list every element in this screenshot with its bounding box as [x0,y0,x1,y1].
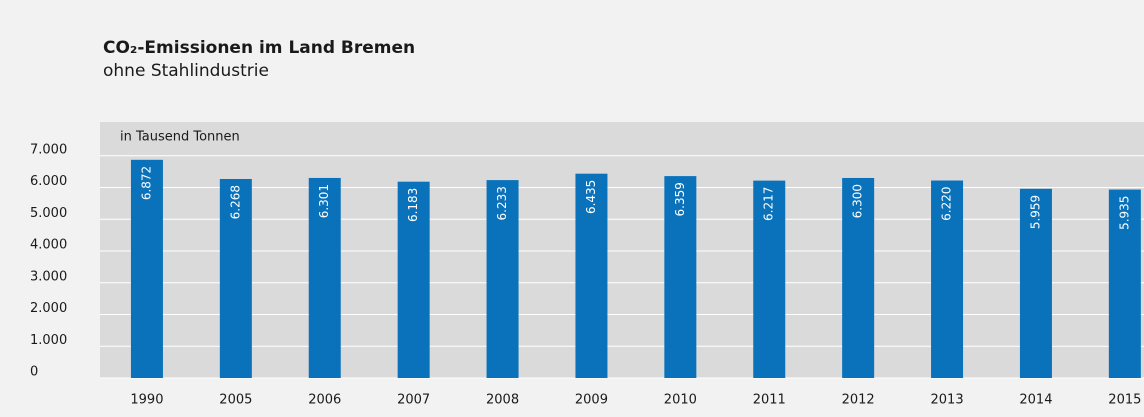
value-label: 6.217 [762,187,776,221]
value-label: 6.435 [584,180,598,214]
bar [130,159,163,378]
y-tick-label: 4.000 [30,238,67,253]
x-tick-label: 2006 [308,393,341,408]
bar [486,180,519,378]
value-label: 6.359 [673,182,687,216]
value-label: 6.268 [228,185,242,219]
x-tick-label: 2007 [397,393,430,408]
chart-subtitle: ohne Stahlindustrie [103,61,269,81]
y-tick-label: 1.000 [30,333,67,348]
y-tick-label: 7.000 [30,142,67,157]
value-label: 5.959 [1028,195,1042,229]
bar [931,180,964,378]
x-tick-label: 2012 [842,393,875,408]
x-tick-label: 1990 [130,393,163,408]
y-tick-label: 0 [30,365,38,380]
chart-title: CO₂-Emissionen im Land Bremen [103,38,415,58]
y-tick-label: 6.000 [30,174,67,189]
x-tick-label: 2015 [1108,393,1141,408]
bar [219,178,252,378]
bar [753,180,786,378]
value-label: 6.183 [406,188,420,222]
plot-area [100,122,1144,378]
value-label: 6.872 [139,166,153,200]
value-label: 6.300 [851,184,865,218]
value-label: 6.301 [317,184,331,218]
bar [397,181,430,378]
x-tick-label: 2013 [931,393,964,408]
value-label: 5.935 [1117,196,1131,230]
value-label: 6.220 [940,187,954,221]
y-tick-label: 5.000 [30,206,67,221]
bar [308,177,341,378]
bar [1019,188,1052,378]
y-tick-label: 2.000 [30,301,67,316]
axis-label: in Tausend Tonnen [120,130,240,145]
x-tick-label: 2008 [486,393,519,408]
value-label: 6.233 [495,186,509,220]
x-tick-label: 2010 [664,393,697,408]
bar [575,173,608,378]
bar [1108,189,1141,378]
x-tick-label: 2014 [1019,393,1052,408]
x-tick-label: 2005 [219,393,252,408]
bar [842,177,875,378]
y-tick-label: 3.000 [30,269,67,284]
bar [664,176,697,378]
x-tick-label: 2011 [753,393,786,408]
x-tick-label: 2009 [575,393,608,408]
